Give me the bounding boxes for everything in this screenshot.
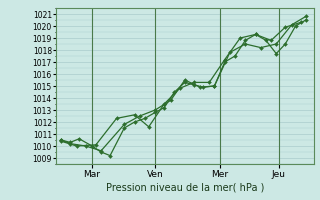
X-axis label: Pression niveau de la mer( hPa ): Pression niveau de la mer( hPa ) (106, 183, 264, 193)
